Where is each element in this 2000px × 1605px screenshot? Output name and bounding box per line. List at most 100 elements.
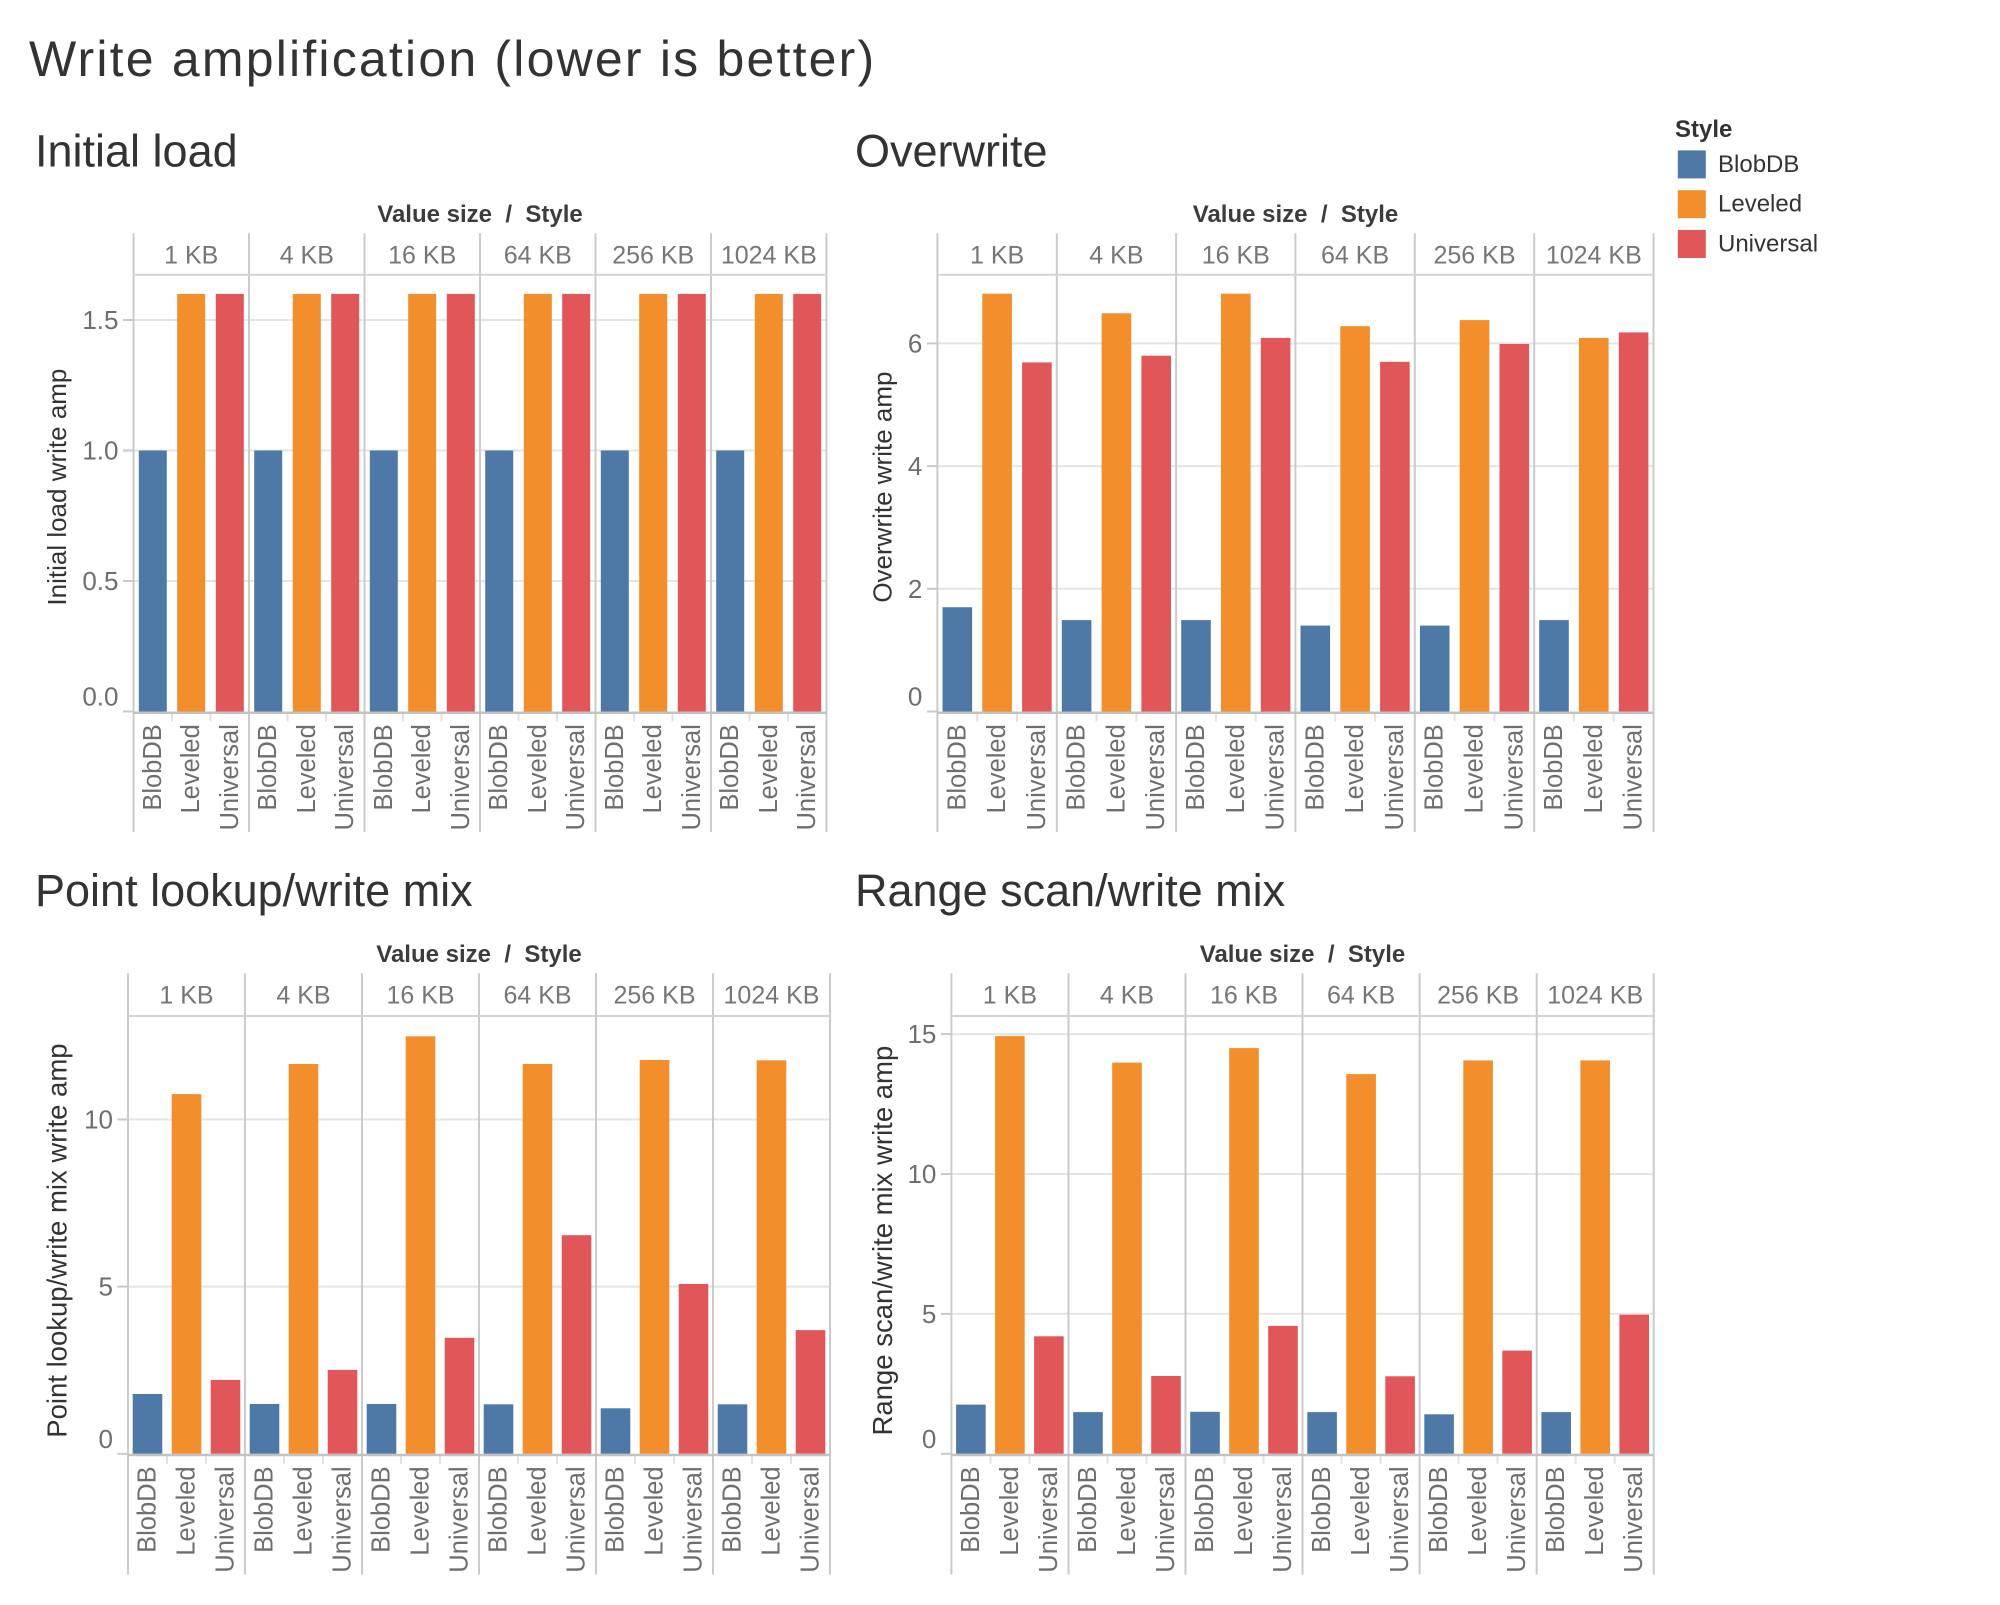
svg-text:Value size / Style: Value size / Style (376, 941, 581, 968)
svg-text:Universal: Universal (1142, 724, 1170, 830)
svg-text:Leveled: Leveled (1341, 724, 1369, 813)
svg-text:Universal: Universal (329, 1466, 357, 1572)
svg-text:256 KB: 256 KB (1433, 242, 1515, 270)
svg-text:Universal: Universal (1381, 724, 1409, 830)
svg-text:Leveled: Leveled (524, 724, 552, 813)
svg-text:Universal: Universal (1023, 724, 1051, 830)
svg-text:Universal: Universal (1035, 1466, 1063, 1572)
svg-text:Leveled: Leveled (1102, 724, 1130, 813)
svg-text:64 KB: 64 KB (503, 982, 571, 1010)
svg-text:Leveled: Leveled (524, 1466, 552, 1555)
svg-text:16 KB: 16 KB (1210, 982, 1278, 1010)
svg-text:BlobDB: BlobDB (1718, 151, 1799, 178)
svg-text:Universal: Universal (1500, 724, 1528, 830)
svg-text:Overwrite write amp: Overwrite write amp (867, 372, 897, 603)
svg-text:Leveled: Leveled (1580, 724, 1608, 813)
svg-text:Leveled: Leveled (290, 1466, 318, 1555)
svg-text:Point lookup/write mix: Point lookup/write mix (35, 865, 473, 916)
svg-text:0: 0 (908, 682, 922, 712)
svg-text:Universal: Universal (216, 724, 244, 830)
svg-text:0.5: 0.5 (82, 566, 118, 596)
svg-text:Leveled: Leveled (408, 724, 436, 813)
svg-text:Universal: Universal (678, 724, 706, 830)
svg-text:Leveled: Leveled (1464, 1466, 1492, 1555)
svg-text:256 KB: 256 KB (1437, 982, 1519, 1010)
svg-text:BlobDB: BlobDB (1308, 1466, 1336, 1552)
svg-text:BlobDB: BlobDB (254, 724, 282, 810)
svg-text:Range scan/write mix write amp: Range scan/write mix write amp (867, 1046, 898, 1436)
svg-text:BlobDB: BlobDB (1182, 724, 1210, 810)
svg-text:BlobDB: BlobDB (1063, 724, 1091, 810)
svg-text:Leveled: Leveled (758, 1466, 786, 1555)
svg-text:6: 6 (908, 328, 922, 358)
svg-text:BlobDB: BlobDB (485, 1466, 513, 1552)
svg-text:BlobDB: BlobDB (370, 724, 398, 810)
svg-text:Universal: Universal (793, 724, 821, 830)
svg-text:Value size / Style: Value size / Style (1193, 201, 1398, 228)
svg-text:Leveled: Leveled (1113, 1466, 1141, 1555)
svg-text:BlobDB: BlobDB (251, 1466, 279, 1552)
svg-text:Leveled: Leveled (1718, 191, 1802, 218)
svg-text:Leveled: Leveled (407, 1466, 435, 1555)
svg-text:Universal: Universal (1718, 231, 1818, 258)
svg-text:1.5: 1.5 (82, 305, 118, 335)
svg-text:Universal: Universal (447, 724, 475, 830)
svg-text:Universal: Universal (446, 1466, 474, 1572)
svg-text:BlobDB: BlobDB (716, 724, 744, 810)
svg-text:Universal: Universal (1620, 1466, 1648, 1572)
svg-text:1 KB: 1 KB (159, 982, 213, 1010)
svg-text:2: 2 (908, 574, 922, 604)
svg-text:1024 KB: 1024 KB (1547, 982, 1643, 1010)
svg-text:Universal: Universal (797, 1466, 825, 1572)
svg-text:0.0: 0.0 (82, 682, 118, 712)
svg-text:5: 5 (922, 1299, 936, 1329)
svg-text:BlobDB: BlobDB (1421, 724, 1449, 810)
svg-text:1024 KB: 1024 KB (1546, 242, 1642, 270)
svg-text:BlobDB: BlobDB (1425, 1466, 1453, 1552)
svg-text:1 KB: 1 KB (970, 242, 1024, 270)
svg-text:Leveled: Leveled (1230, 1466, 1258, 1555)
svg-text:Initial load write amp: Initial load write amp (42, 369, 72, 606)
svg-text:Universal: Universal (1152, 1466, 1180, 1572)
svg-text:64 KB: 64 KB (504, 242, 572, 270)
svg-text:256 KB: 256 KB (613, 982, 695, 1010)
svg-text:Leveled: Leveled (996, 1466, 1024, 1555)
svg-text:64 KB: 64 KB (1321, 242, 1389, 270)
svg-text:Leveled: Leveled (293, 724, 321, 813)
svg-text:BlobDB: BlobDB (601, 724, 629, 810)
svg-text:BlobDB: BlobDB (957, 1466, 985, 1552)
svg-text:Leveled: Leveled (173, 1466, 201, 1555)
svg-text:16 KB: 16 KB (386, 982, 454, 1010)
svg-text:Universal: Universal (1262, 724, 1290, 830)
svg-text:1024 KB: 1024 KB (724, 982, 820, 1010)
svg-text:0: 0 (99, 1424, 113, 1454)
svg-text:Style: Style (1675, 116, 1732, 143)
svg-text:BlobDB: BlobDB (1191, 1466, 1219, 1552)
svg-text:Range scan/write mix: Range scan/write mix (855, 865, 1286, 916)
svg-text:0: 0 (922, 1424, 936, 1454)
svg-text:5: 5 (99, 1272, 113, 1302)
svg-text:Leveled: Leveled (755, 724, 783, 813)
svg-text:4 KB: 4 KB (1089, 242, 1143, 270)
svg-text:4 KB: 4 KB (276, 982, 330, 1010)
svg-text:BlobDB: BlobDB (1074, 1466, 1102, 1552)
svg-text:Universal: Universal (1386, 1466, 1414, 1572)
svg-text:BlobDB: BlobDB (943, 724, 971, 810)
svg-text:16 KB: 16 KB (1202, 242, 1270, 270)
svg-text:1024 KB: 1024 KB (721, 242, 817, 270)
svg-text:Universal: Universal (562, 724, 590, 830)
svg-text:Universal: Universal (563, 1466, 591, 1572)
svg-text:BlobDB: BlobDB (1542, 1466, 1570, 1552)
svg-text:256 KB: 256 KB (612, 242, 694, 270)
svg-text:Universal: Universal (1269, 1466, 1297, 1572)
svg-text:Value size / Style: Value size / Style (1200, 941, 1405, 968)
svg-text:10: 10 (84, 1105, 113, 1135)
svg-text:Universal: Universal (1620, 724, 1648, 830)
svg-text:1.0: 1.0 (82, 436, 118, 466)
svg-text:Universal: Universal (212, 1466, 240, 1572)
svg-text:BlobDB: BlobDB (719, 1466, 747, 1552)
svg-text:4 KB: 4 KB (280, 242, 334, 270)
svg-text:Leveled: Leveled (641, 1466, 669, 1555)
svg-text:BlobDB: BlobDB (139, 724, 167, 810)
svg-text:BlobDB: BlobDB (1540, 724, 1568, 810)
